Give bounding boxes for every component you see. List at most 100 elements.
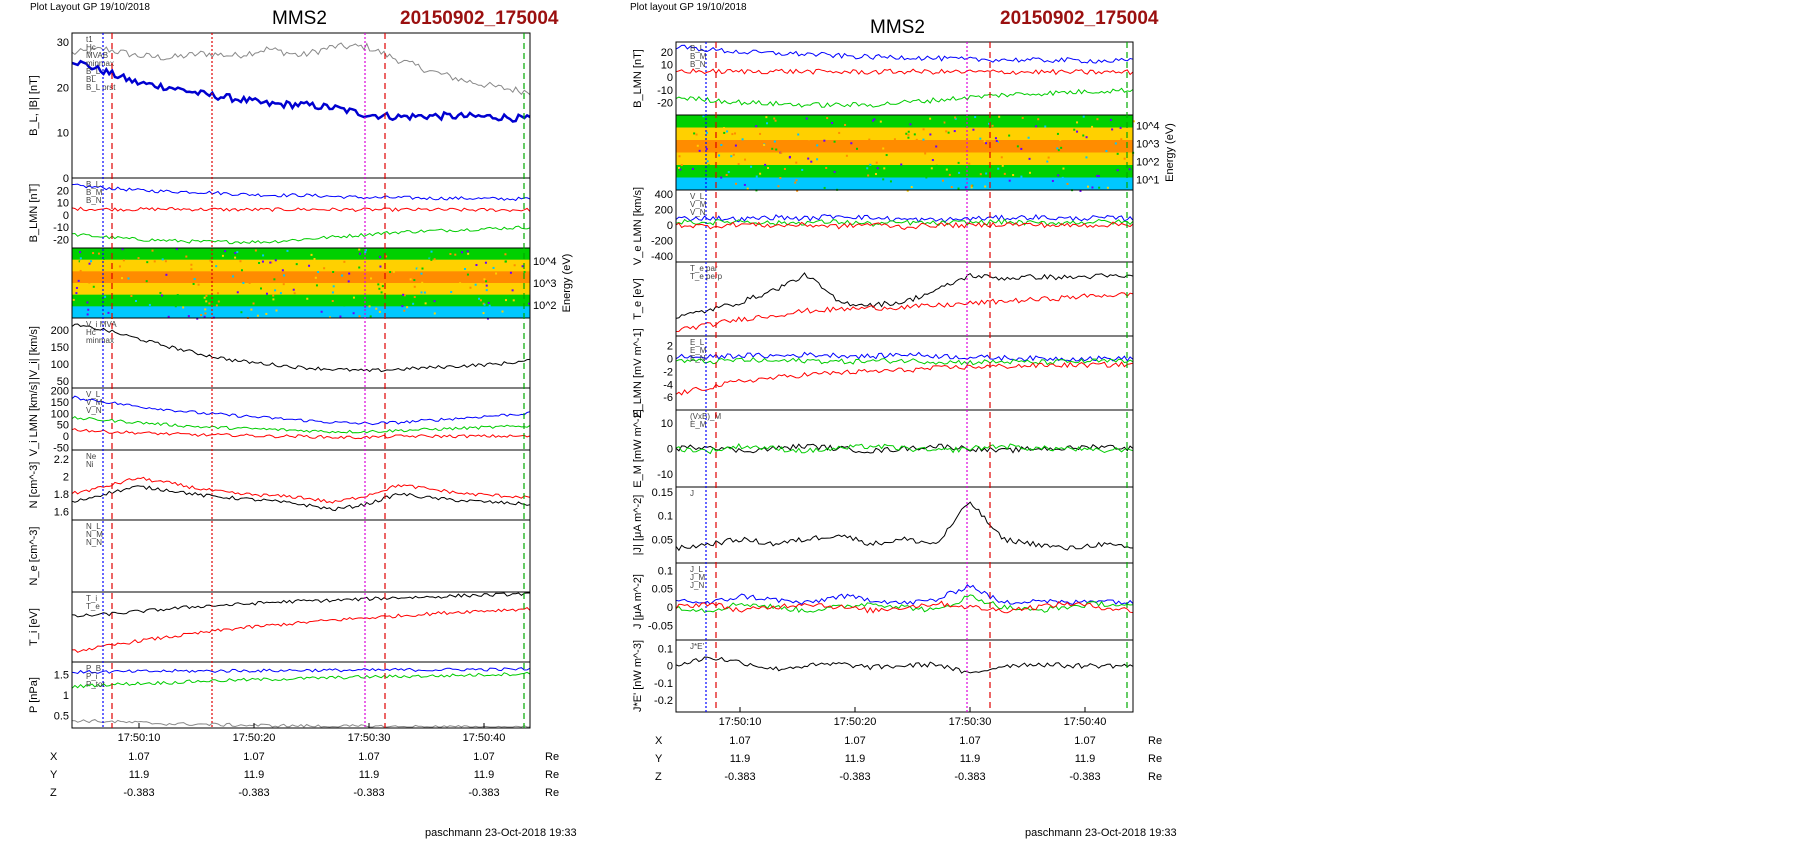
spectrogram-cell (1047, 156, 1050, 159)
spectrogram-cell (764, 163, 767, 166)
spectrogram-cell (433, 300, 436, 303)
spectrogram-cell (696, 144, 699, 147)
tick-label: -0.2 (654, 695, 673, 707)
legend-entry: Ne (86, 452, 97, 461)
tick-label: 1.6 (54, 506, 69, 518)
left-figure-panel-3: 10^4 10^3 10^2 Energy (eV) (71, 247, 573, 320)
spectrogram-cell (496, 253, 499, 256)
spectrogram-cell (364, 249, 367, 252)
spectrogram-cell (888, 166, 891, 169)
spectrogram-cell (413, 285, 416, 288)
right-figure-panel-2: 10^4 10^3 10^2 10^1 Energy (eV) (675, 114, 1176, 192)
spectrogram-cell (433, 258, 436, 261)
tick-label: 30 (57, 37, 69, 49)
ephemeris-label: X (655, 735, 663, 747)
spectrogram-cell (485, 280, 488, 283)
tick-label: 0.5 (54, 711, 69, 723)
spectrogram-cell (922, 138, 925, 141)
legend-entry: V_N (86, 406, 102, 415)
axis-label: B_L, |B| [nT] (28, 75, 40, 136)
tick-label: -4 (663, 379, 673, 391)
spectrogram-cell (377, 283, 380, 286)
spectrogram-cell (234, 250, 237, 253)
spectrogram-band (676, 140, 1133, 153)
spectrogram-cell (988, 122, 991, 125)
spectrogram-cell (1092, 135, 1095, 138)
panel-frame (71, 591, 531, 663)
spectrogram-cell (479, 299, 482, 302)
spectrogram-cell (279, 292, 282, 295)
spectrogram-cell (274, 259, 277, 262)
spectrogram-cell (774, 119, 777, 122)
spectrogram-cell (766, 122, 769, 125)
spectrogram-cell (1066, 182, 1069, 185)
spectrogram-cell (343, 304, 346, 307)
spectrogram-cell (229, 311, 232, 314)
spectrogram-cell (190, 268, 193, 271)
spectrogram-cell (254, 249, 257, 252)
ephemeris-value: -0.383 (123, 787, 154, 799)
spectrogram-cell (87, 308, 90, 311)
spectrogram-cell (893, 138, 896, 141)
legend-entry: B_L (86, 67, 101, 76)
spectrogram-band (72, 283, 530, 296)
spectrogram-cell (1120, 138, 1123, 141)
tick-label: 200 (655, 204, 673, 216)
legend-entry: MVAB (86, 51, 108, 60)
spectrogram-cell (1024, 133, 1027, 136)
spectrogram-cell (1076, 121, 1079, 124)
spectrogram-cell (730, 155, 733, 158)
spectrogram-cell (945, 130, 948, 133)
spectrogram-cell (331, 291, 334, 294)
spectrogram-cell (1108, 122, 1111, 125)
series-line (675, 292, 1134, 332)
ephemeris-value: 11.9 (244, 769, 265, 781)
spectrogram-cell (412, 302, 415, 305)
spectrogram-cell (746, 187, 749, 190)
spectrogram-cell (259, 311, 262, 314)
spectrogram-cell (910, 186, 913, 189)
spectrogram-cell (484, 261, 487, 264)
spectrogram-cell (709, 183, 712, 186)
spectrogram-cell (1035, 125, 1038, 128)
series-line (675, 443, 1134, 454)
spectrogram-cell (995, 139, 998, 142)
spectrogram-cell (823, 186, 826, 189)
spectrogram-cell (883, 167, 886, 170)
spectrogram-cell (523, 270, 526, 273)
tick-label: 0 (667, 354, 673, 366)
spectrogram-cell (240, 311, 243, 314)
spectrogram-cell (424, 302, 427, 305)
tick-label: 0.1 (658, 644, 673, 656)
spectrogram-cell (882, 147, 885, 150)
spectrogram-cell (459, 282, 462, 285)
series-line (71, 206, 531, 213)
legend-entry: (VxB)_M (690, 412, 721, 421)
axis-label: J*E' [nW m^-3] (632, 640, 644, 712)
spectrogram-cell (148, 303, 151, 306)
spectrogram-cell (816, 144, 819, 147)
spectrogram-cell (501, 254, 504, 257)
series-line (71, 671, 531, 689)
spectrogram-cell (1096, 174, 1099, 177)
spectrogram-cell (1113, 178, 1116, 181)
spectrogram-cell (151, 249, 154, 252)
spectrogram-cell (385, 255, 388, 258)
ephemeris-value: -0.383 (724, 771, 755, 783)
spectrogram-cell (948, 173, 951, 176)
spectrogram-cell (492, 266, 495, 269)
spectrogram-cell (332, 270, 335, 273)
series-line (675, 87, 1134, 108)
spectrogram-cell (731, 123, 734, 126)
spectrogram-cell (240, 269, 243, 272)
legend-entry: P_tot (86, 680, 105, 689)
spectrogram-cell (281, 269, 284, 272)
ephemeris-value: 1.07 (729, 735, 750, 747)
spectrogram-cell (1057, 174, 1060, 177)
spectrogram-cell (983, 174, 986, 177)
spectrogram-cell (868, 177, 871, 180)
spectrogram-cell (867, 174, 870, 177)
spectrogram-cell (900, 163, 903, 166)
spectrogram-cell (375, 307, 378, 310)
